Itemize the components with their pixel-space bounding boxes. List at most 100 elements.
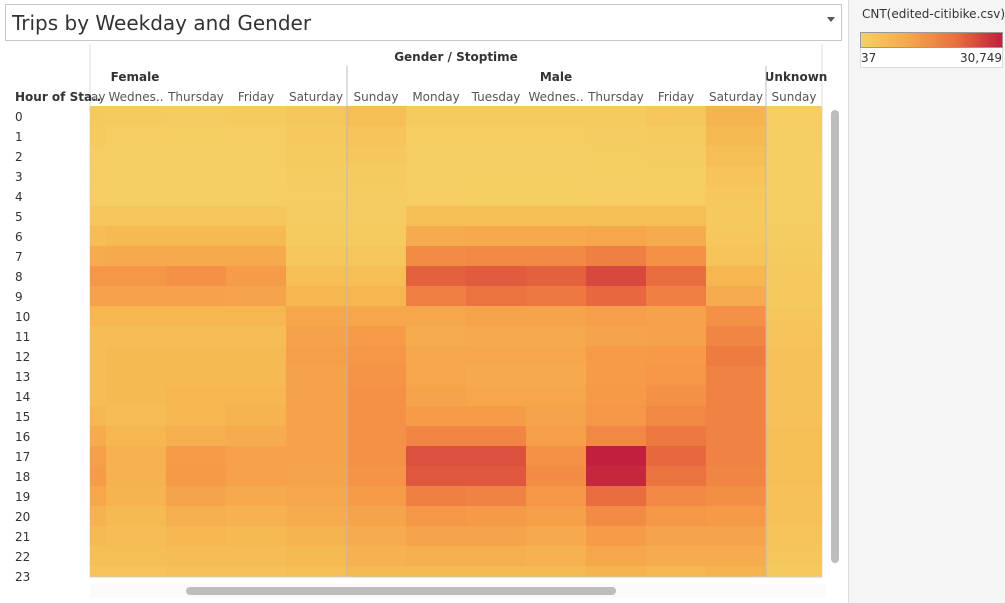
heatmap-cell-1-5[interactable] [346,126,406,146]
heatmap-cell-21-1[interactable] [106,526,166,546]
heatmap-cell-5-4[interactable] [286,206,346,226]
heatmap-cell-4-6[interactable] [406,186,466,206]
heatmap-cell-13-1[interactable] [106,366,166,386]
heatmap-cell-3-10[interactable] [646,166,706,186]
heatmap-cell-4-10[interactable] [646,186,706,206]
heatmap-cell-17-5[interactable] [346,446,406,466]
heatmap-cell-14-12[interactable] [766,386,822,406]
heatmap-cell-14-8[interactable] [526,386,586,406]
heatmap-cell-6-12[interactable] [766,226,822,246]
horizontal-scrollbar-thumb[interactable] [186,587,616,595]
heatmap-cell-18-11[interactable] [706,466,766,486]
heatmap-cell-22-5[interactable] [346,546,406,566]
heatmap-cell-1-10[interactable] [646,126,706,146]
heatmap-cell-16-0[interactable] [90,426,106,446]
heatmap-cell-21-5[interactable] [346,526,406,546]
heatmap-cell-5-9[interactable] [586,206,646,226]
heatmap-cell-3-1[interactable] [106,166,166,186]
heatmap-cell-21-3[interactable] [226,526,286,546]
heatmap-cell-21-7[interactable] [466,526,526,546]
heatmap-cell-8-9[interactable] [586,266,646,286]
heatmap-cell-2-5[interactable] [346,146,406,166]
heatmap-cell-1-2[interactable] [166,126,226,146]
heatmap-cell-9-11[interactable] [706,286,766,306]
heatmap-cell-6-0[interactable] [90,226,106,246]
heatmap-cell-10-0[interactable] [90,306,106,326]
heatmap-cell-23-8[interactable] [526,566,586,582]
heatmap-cell-2-6[interactable] [406,146,466,166]
heatmap-cell-15-9[interactable] [586,406,646,426]
heatmap-cell-18-7[interactable] [466,466,526,486]
heatmap-cell-20-9[interactable] [586,506,646,526]
heatmap-cell-13-10[interactable] [646,366,706,386]
heatmap-cell-23-9[interactable] [586,566,646,582]
heatmap-cell-21-12[interactable] [766,526,822,546]
heatmap-cell-11-10[interactable] [646,326,706,346]
heatmap-cell-5-0[interactable] [90,206,106,226]
heatmap-cell-11-3[interactable] [226,326,286,346]
heatmap-cell-4-4[interactable] [286,186,346,206]
heatmap-cell-13-4[interactable] [286,366,346,386]
heatmap-cell-11-9[interactable] [586,326,646,346]
heatmap-cell-15-10[interactable] [646,406,706,426]
heatmap-cell-12-3[interactable] [226,346,286,366]
chevron-down-icon[interactable] [827,17,835,22]
heatmap-cell-7-3[interactable] [226,246,286,266]
heatmap-cell-22-4[interactable] [286,546,346,566]
heatmap-cell-4-5[interactable] [346,186,406,206]
heatmap-cell-18-8[interactable] [526,466,586,486]
heatmap-cell-20-10[interactable] [646,506,706,526]
heatmap-cell-4-2[interactable] [166,186,226,206]
heatmap-cell-23-4[interactable] [286,566,346,582]
heatmap-cell-7-2[interactable] [166,246,226,266]
heatmap-cell-21-11[interactable] [706,526,766,546]
heatmap-cell-13-2[interactable] [166,366,226,386]
heatmap-cell-9-0[interactable] [90,286,106,306]
heatmap-cell-18-6[interactable] [406,466,466,486]
heatmap-cell-6-6[interactable] [406,226,466,246]
heatmap-cell-3-2[interactable] [166,166,226,186]
heatmap-cell-5-5[interactable] [346,206,406,226]
heatmap-cell-22-12[interactable] [766,546,822,566]
heatmap-cell-16-4[interactable] [286,426,346,446]
heatmap-cell-11-1[interactable] [106,326,166,346]
heatmap-cell-7-9[interactable] [586,246,646,266]
heatmap-cell-15-8[interactable] [526,406,586,426]
heatmap-cell-8-0[interactable] [90,266,106,286]
heatmap-cell-4-7[interactable] [466,186,526,206]
heatmap-cell-14-7[interactable] [466,386,526,406]
heatmap-cell-4-11[interactable] [706,186,766,206]
heatmap-cell-9-9[interactable] [586,286,646,306]
heatmap-cell-14-11[interactable] [706,386,766,406]
heatmap-cell-9-3[interactable] [226,286,286,306]
heatmap-cell-9-5[interactable] [346,286,406,306]
heatmap-cell-4-0[interactable] [90,186,106,206]
vertical-scrollbar-thumb[interactable] [831,110,839,563]
heatmap-cell-8-4[interactable] [286,266,346,286]
heatmap-cell-2-7[interactable] [466,146,526,166]
heatmap-cell-15-7[interactable] [466,406,526,426]
heatmap-cell-3-6[interactable] [406,166,466,186]
heatmap-cell-7-4[interactable] [286,246,346,266]
heatmap-cell-11-12[interactable] [766,326,822,346]
heatmap-cell-0-1[interactable] [106,106,166,126]
heatmap-cell-7-0[interactable] [90,246,106,266]
heatmap-cell-23-7[interactable] [466,566,526,582]
heatmap-cell-9-4[interactable] [286,286,346,306]
heatmap-cell-17-7[interactable] [466,446,526,466]
heatmap-cell-15-2[interactable] [166,406,226,426]
heatmap-cell-6-10[interactable] [646,226,706,246]
heatmap-cell-12-8[interactable] [526,346,586,366]
heatmap-cell-15-5[interactable] [346,406,406,426]
heatmap-cell-15-1[interactable] [106,406,166,426]
heatmap-cell-10-8[interactable] [526,306,586,326]
heatmap-cell-23-12[interactable] [766,566,822,582]
heatmap-cell-10-11[interactable] [706,306,766,326]
heatmap-cell-0-6[interactable] [406,106,466,126]
heatmap-cell-4-3[interactable] [226,186,286,206]
heatmap-cell-18-0[interactable] [90,466,106,486]
heatmap-cell-22-10[interactable] [646,546,706,566]
heatmap-cell-20-3[interactable] [226,506,286,526]
heatmap-cell-14-9[interactable] [586,386,646,406]
heatmap-cell-19-7[interactable] [466,486,526,506]
